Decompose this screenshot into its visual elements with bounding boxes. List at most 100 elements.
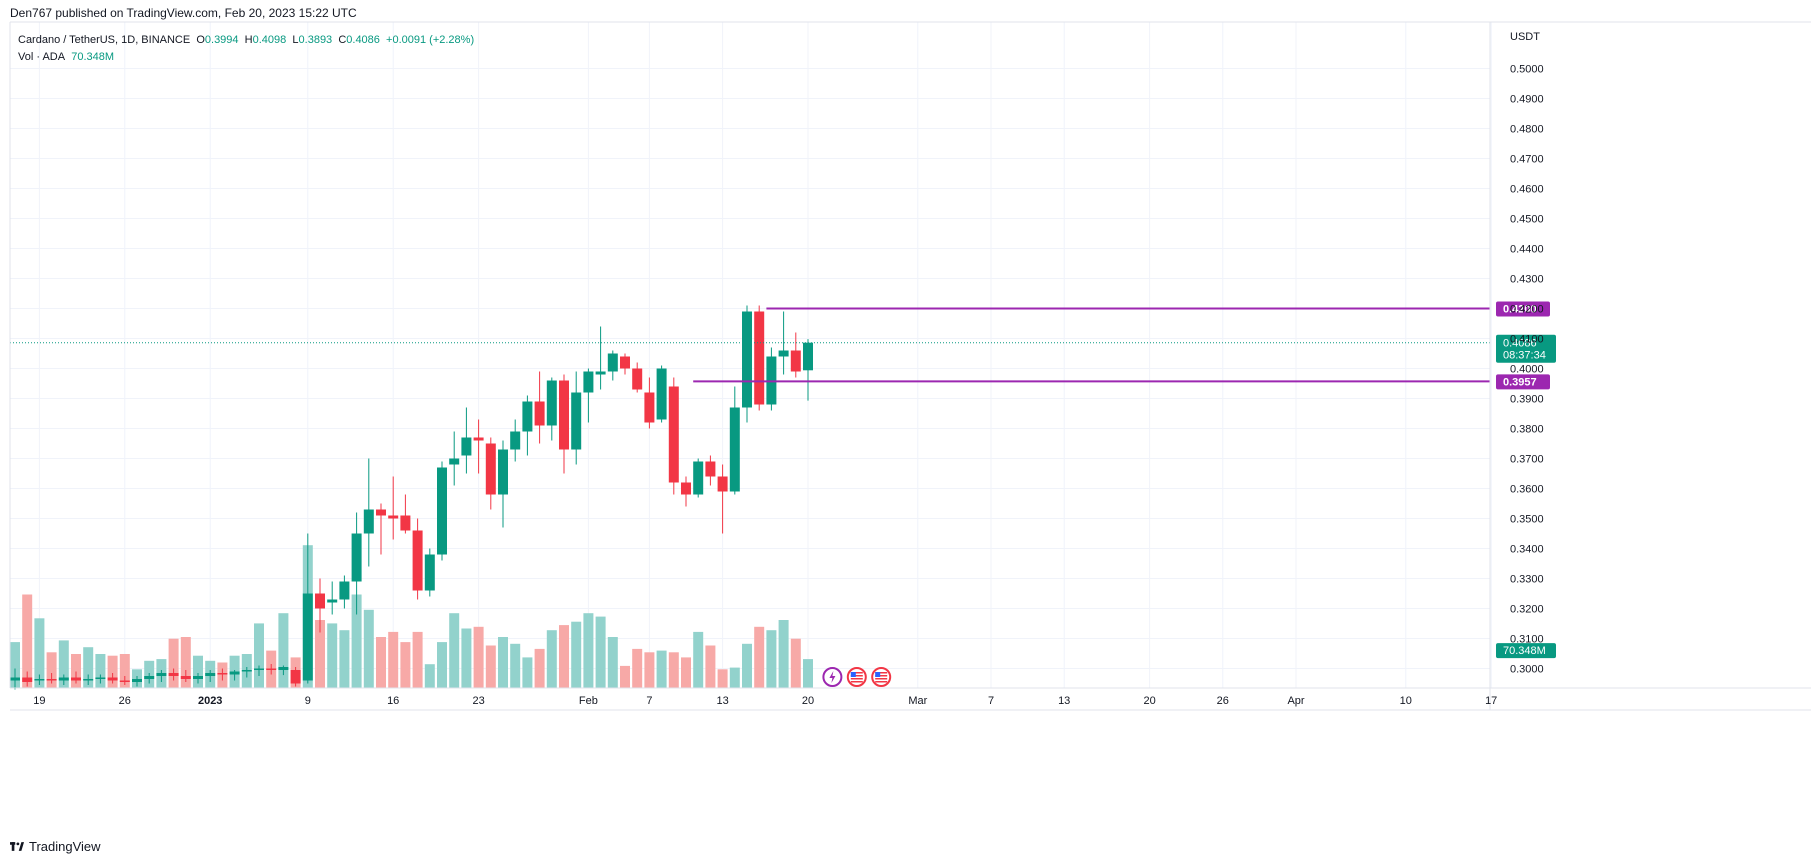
us-flag-stripe bbox=[850, 675, 863, 677]
volume-bar bbox=[327, 623, 338, 688]
volume-bar bbox=[693, 631, 704, 688]
volume-bar bbox=[656, 650, 667, 688]
volume-bar bbox=[620, 665, 630, 688]
candle-body bbox=[546, 380, 557, 426]
volume-bar bbox=[571, 621, 582, 688]
candle-body bbox=[400, 515, 411, 531]
candle-body bbox=[449, 458, 460, 465]
volume-bar bbox=[461, 628, 472, 688]
close-value: 0.4086 bbox=[346, 34, 380, 46]
us-flag-field bbox=[875, 672, 888, 682]
price-tick-label: 0.3600 bbox=[1510, 484, 1544, 496]
volume-bar bbox=[95, 654, 106, 688]
price-tick-label: 0.4000 bbox=[1510, 364, 1544, 376]
volume-bar bbox=[388, 631, 399, 688]
price-tick-label: 0.3300 bbox=[1510, 574, 1544, 586]
volume-bar bbox=[180, 637, 191, 688]
level-badge bbox=[1496, 301, 1550, 317]
time-tick-label: Apr bbox=[1287, 695, 1304, 707]
candle-body bbox=[119, 680, 130, 682]
price-tick-label: 0.4400 bbox=[1510, 244, 1544, 256]
candle-body bbox=[632, 368, 643, 390]
candle-body bbox=[302, 593, 313, 681]
time-tick-label: 7 bbox=[988, 695, 994, 707]
last-price-badge bbox=[1496, 334, 1556, 363]
us-flag-stripe bbox=[875, 681, 888, 683]
candle-body bbox=[424, 554, 435, 591]
candle-body bbox=[461, 437, 472, 456]
price-tick-label: 0.4300 bbox=[1510, 274, 1544, 286]
candles bbox=[10, 305, 813, 690]
volume-bar bbox=[10, 642, 20, 688]
volume-bar bbox=[71, 654, 81, 688]
flash-icon-glyph bbox=[829, 671, 836, 683]
price-tick-label: 0.4600 bbox=[1510, 184, 1544, 196]
candle-body bbox=[217, 673, 228, 675]
low-label: L bbox=[292, 34, 299, 46]
time-tick-label: 7 bbox=[646, 695, 652, 707]
candle-body bbox=[717, 476, 728, 492]
low-value: 0.3893 bbox=[298, 34, 333, 46]
candle-body bbox=[693, 461, 704, 495]
candle-body bbox=[290, 670, 301, 684]
volume-bar bbox=[351, 594, 362, 688]
tradingview-logo[interactable]: TradingView bbox=[10, 839, 101, 854]
price-tick-label: 0.4900 bbox=[1510, 94, 1544, 106]
open-value: 0.3994 bbox=[204, 34, 239, 46]
us-flag-field bbox=[850, 672, 863, 682]
volume-bar bbox=[705, 645, 716, 688]
candle-body bbox=[376, 509, 386, 516]
us-flag-canton bbox=[875, 672, 881, 677]
candle-body bbox=[485, 443, 496, 495]
symbol-name[interactable]: Cardano / TetherUS, 1D, BINANCE bbox=[18, 34, 191, 46]
volume-bar bbox=[363, 609, 374, 688]
volume-bar bbox=[449, 613, 460, 688]
us-flag-canton bbox=[850, 672, 856, 677]
candle-body bbox=[95, 677, 106, 679]
candle-body bbox=[607, 353, 618, 372]
candle-body bbox=[388, 515, 399, 519]
candle-body bbox=[241, 670, 252, 672]
candle-body bbox=[534, 401, 545, 426]
volume-bar bbox=[412, 631, 423, 688]
volume-legend: Vol · ADA 70.348M bbox=[18, 51, 114, 63]
volume-bar bbox=[546, 630, 557, 688]
us-flag-stripe bbox=[875, 678, 888, 680]
high-label: H bbox=[244, 34, 253, 46]
brand-name: TradingView bbox=[29, 839, 101, 854]
volume-label[interactable]: Vol · ADA bbox=[18, 51, 66, 63]
volume-bar bbox=[778, 620, 789, 688]
volume-badge-label: 70.348M bbox=[1503, 645, 1546, 657]
candle-body bbox=[83, 679, 94, 681]
candle-body bbox=[363, 509, 374, 534]
candle-body bbox=[254, 668, 264, 670]
price-tick-label: 0.3700 bbox=[1510, 454, 1544, 466]
candle-body bbox=[729, 407, 740, 492]
volume-bar bbox=[522, 657, 533, 688]
time-tick-label: Feb bbox=[579, 695, 598, 707]
event-icons[interactable] bbox=[822, 667, 892, 687]
volume-bar bbox=[83, 647, 94, 688]
price-tick-label: 0.5000 bbox=[1510, 64, 1544, 76]
level-badge bbox=[1496, 374, 1550, 390]
volume-bar bbox=[632, 648, 643, 688]
volume-bar bbox=[559, 625, 569, 688]
candle-body bbox=[180, 676, 191, 679]
publisher-line: Den767 published on TradingView.com, Feb… bbox=[10, 6, 357, 20]
time-tick-label: 23 bbox=[472, 695, 484, 707]
candle-body bbox=[778, 350, 789, 357]
volume-bar bbox=[510, 643, 521, 688]
candle-body bbox=[266, 668, 277, 670]
candle-body bbox=[510, 431, 521, 450]
candle-body bbox=[229, 671, 240, 675]
symbol-legend: Cardano / TetherUS, 1D, BINANCE O0.3994 … bbox=[18, 34, 474, 46]
candle-body bbox=[351, 533, 362, 582]
close-label: C bbox=[338, 34, 347, 46]
candle-body bbox=[498, 449, 508, 495]
time-tick-label: 26 bbox=[119, 695, 131, 707]
volume-bar bbox=[119, 654, 130, 688]
candle-body bbox=[656, 368, 667, 420]
volume-bar bbox=[668, 652, 679, 688]
